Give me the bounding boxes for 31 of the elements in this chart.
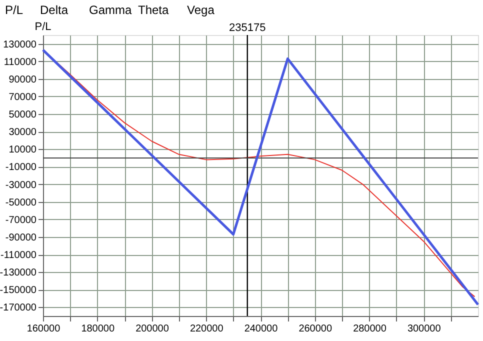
text: Delta	[40, 3, 68, 17]
y-tick-label: -90000	[5, 232, 37, 244]
x-tick-label: 280000	[353, 324, 387, 334]
x-tick-label: 220000	[190, 324, 224, 334]
y-tick-label: -50000	[5, 197, 37, 208]
y-tick-label: 30000	[8, 127, 37, 138]
y-tick-label: -150000	[0, 285, 37, 296]
text: Vega	[187, 3, 215, 17]
y-tick-label: 70000	[8, 92, 37, 103]
text: Gamma	[89, 3, 132, 17]
y-tick-label: -70000	[5, 214, 37, 226]
y-tick-label: -130000	[0, 268, 37, 279]
ref-line-label: 235175	[229, 22, 266, 34]
y-tick-label: 50000	[8, 110, 37, 121]
y-tick-label: 90000	[8, 74, 37, 86]
y-tick-label: 110000	[4, 56, 37, 68]
text: Theta	[138, 3, 170, 17]
y-tick-label: 130000	[3, 39, 37, 50]
y-tick-label: -170000	[0, 302, 37, 314]
y-tick-label: -110000	[0, 250, 37, 262]
x-tick-label: 160000	[26, 324, 61, 334]
y-tick-label: -30000	[5, 180, 37, 191]
x-tick-label: 300000	[407, 324, 442, 334]
x-tick-label: 200000	[136, 324, 170, 334]
x-tick-label: 180000	[81, 324, 115, 334]
x-tick-label: 240000	[244, 324, 278, 334]
y-axis-title: P/L	[34, 21, 52, 33]
x-tick-label: 260000	[298, 324, 332, 334]
y-tick-label: 10000	[8, 144, 37, 156]
text: P/L	[5, 3, 24, 17]
y-tick-label: -10000	[5, 162, 37, 174]
